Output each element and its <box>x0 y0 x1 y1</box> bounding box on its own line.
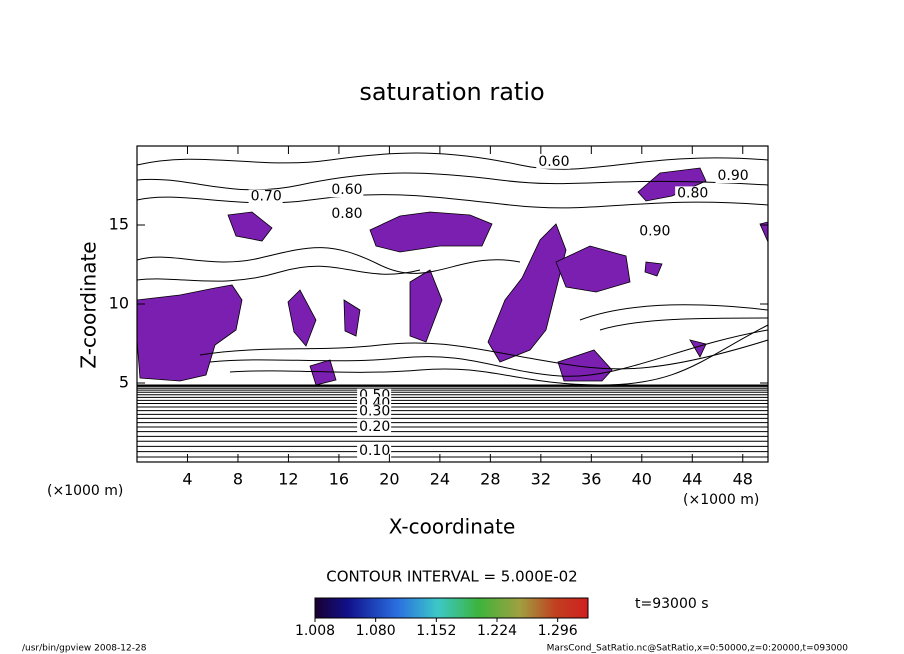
footer-right: MarsCond_SatRatio.nc@SatRatio,x=0:50000,… <box>547 644 849 654</box>
x-tick-label: 28 <box>480 470 500 489</box>
supersaturated-region <box>409 269 443 343</box>
x-tick-label: 36 <box>581 470 601 489</box>
x-tick-label: 32 <box>531 470 551 489</box>
contour-label-bg <box>536 154 571 169</box>
y-axis-label: Z-coordinate <box>77 241 101 368</box>
contour-label-bg <box>357 443 392 458</box>
supersaturated-region <box>287 289 317 347</box>
colorbar-tick-label: 1.224 <box>477 623 517 639</box>
contour-label: 0.80 <box>331 206 362 222</box>
contour-line <box>136 194 769 209</box>
footer-left: /usr/bin/gpview 2008-12-28 <box>22 644 147 654</box>
contour-lines <box>136 152 769 458</box>
contour-line <box>136 172 769 191</box>
colorbar-tick-label: 1.152 <box>416 623 456 639</box>
colorbar-tick-label: 1.080 <box>356 623 396 639</box>
x-tick-label: 44 <box>682 470 702 489</box>
plot-area: 0.600.70 0.600.800.800.900.900.500.400.30… <box>136 152 769 459</box>
supersaturated-region <box>555 245 631 293</box>
contour-label: 0.20 <box>359 419 390 435</box>
supersaturated-region <box>487 223 567 363</box>
contour-label-bg <box>248 189 283 204</box>
contour-line <box>579 304 769 321</box>
contour-label: 0.90 <box>639 223 670 239</box>
colorbar-tick-label: 1.008 <box>295 623 335 639</box>
x-tick-label: 24 <box>430 470 450 489</box>
supersaturated-region <box>136 284 243 382</box>
y-tick-label: 5 <box>119 373 129 392</box>
contour-label-bg <box>357 404 392 419</box>
contour-interval: CONTOUR INTERVAL = 5.000E-02 <box>326 568 577 586</box>
x-tick-label: 4 <box>182 470 192 489</box>
x-unit-left: (×1000 m) <box>47 483 123 499</box>
contour-label: 0.60 <box>331 182 362 198</box>
contour-label-bg <box>675 186 710 201</box>
supersaturated-region <box>689 339 707 358</box>
time-label: t=93000 s <box>635 596 709 612</box>
x-tick-label: 48 <box>733 470 753 489</box>
contour-label: 0.80 <box>677 185 708 201</box>
x-tick-label: 20 <box>379 470 399 489</box>
contour-label-bg <box>637 224 672 239</box>
contour-label-bg <box>329 183 364 198</box>
x-tick-label: 40 <box>632 470 652 489</box>
supersaturated-region <box>637 167 707 202</box>
contour-line <box>136 247 521 274</box>
chart-title: saturation ratio <box>359 78 544 106</box>
x-tick-label: 16 <box>329 470 349 489</box>
contour-line <box>229 324 769 386</box>
contour-label-bg <box>357 420 392 435</box>
contour-line <box>136 265 421 282</box>
colorbar-tick-label: 1.296 <box>538 623 578 639</box>
contour-label: 0.30 <box>359 403 390 419</box>
contour-label: 0.60 <box>538 154 569 170</box>
x-axis-label: X-coordinate <box>389 515 516 539</box>
x-tick-label: 8 <box>233 470 243 489</box>
contour-label: 0.10 <box>359 443 390 459</box>
contour-line <box>199 339 769 370</box>
contour-label-bg <box>329 206 364 221</box>
supersaturated-region <box>343 299 361 337</box>
supersaturated-region <box>557 349 613 382</box>
colorbar <box>314 597 589 619</box>
contour-line <box>136 152 769 170</box>
contour-label: 0.90 <box>718 168 749 184</box>
supersaturated-region <box>227 211 273 242</box>
contour-label: 0.70 <box>251 189 282 205</box>
supersaturated-region <box>309 359 337 386</box>
supersaturated-region <box>369 211 493 253</box>
x-unit-right: (×1000 m) <box>683 492 759 508</box>
contour-label-bg <box>715 169 750 184</box>
x-tick-label: 12 <box>278 470 298 489</box>
supersaturated-region <box>644 261 663 277</box>
contour-line <box>209 329 769 377</box>
y-tick-label: 15 <box>109 215 129 234</box>
y-tick-label: 10 <box>109 294 129 313</box>
contour-line <box>599 317 769 331</box>
